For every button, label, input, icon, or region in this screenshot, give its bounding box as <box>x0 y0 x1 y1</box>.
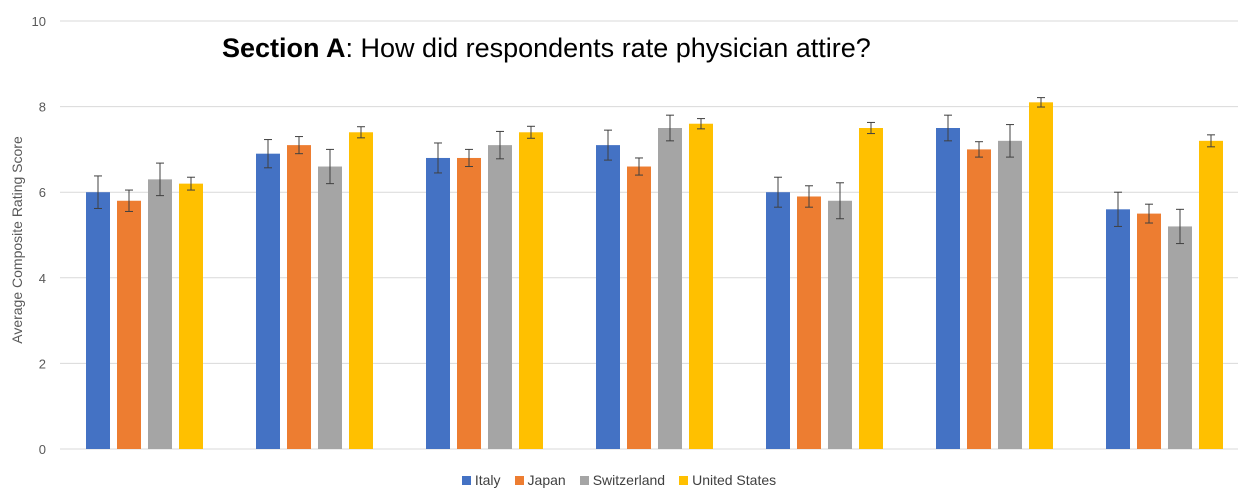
error-bar <box>156 162 164 197</box>
bar-switzerland <box>488 145 512 449</box>
legend-item-switzerland: Switzerland <box>579 472 666 488</box>
bar-italy <box>936 128 960 449</box>
error-bar <box>697 118 705 130</box>
error-bar <box>774 176 782 208</box>
bar-united-states <box>1029 102 1053 449</box>
bar-japan <box>117 200 141 449</box>
legend-item-japan: Japan <box>514 472 566 488</box>
error-bar <box>867 121 875 135</box>
legend-swatch <box>679 475 689 485</box>
y-tick-label: 0 <box>39 442 46 457</box>
bar-united-states <box>519 132 543 449</box>
bar-japan <box>1137 213 1161 449</box>
legend-item-italy: Italy <box>461 472 501 488</box>
error-bar <box>1114 191 1122 227</box>
bar-japan <box>797 196 821 449</box>
legend-label: Switzerland <box>592 472 666 488</box>
error-bar <box>975 141 983 158</box>
y-tick-label: 6 <box>39 185 46 200</box>
legend-label: Italy <box>474 472 501 488</box>
legend-swatch <box>461 475 471 485</box>
error-bar <box>295 136 303 155</box>
error-bars <box>94 97 1215 245</box>
bar-italy <box>256 153 280 449</box>
error-bar <box>836 182 844 220</box>
bar-united-states <box>349 132 373 449</box>
chart-title: Section A: How did respondents rate phys… <box>222 33 871 64</box>
bar-italy <box>86 192 110 449</box>
bar-italy <box>1106 209 1130 449</box>
error-bar <box>1145 203 1153 224</box>
error-bar <box>604 129 612 161</box>
bar-switzerland <box>828 200 852 449</box>
error-bar <box>496 130 504 160</box>
bar-japan <box>287 145 311 449</box>
error-bar <box>264 139 272 169</box>
error-bar <box>1176 208 1184 245</box>
y-tick-label: 4 <box>39 271 46 286</box>
y-tick-label: 8 <box>39 100 46 115</box>
bar-switzerland <box>1168 226 1192 449</box>
legend-label: United States <box>692 472 777 488</box>
bar-switzerland <box>998 140 1022 449</box>
bar-japan <box>627 166 651 449</box>
legend-swatch <box>514 475 524 485</box>
error-bar <box>944 114 952 142</box>
bar-united-states <box>1199 140 1223 449</box>
bar-italy <box>596 145 620 449</box>
legend-label: Japan <box>527 472 566 488</box>
bar-japan <box>967 149 991 449</box>
bar-italy <box>426 157 450 449</box>
error-bar <box>326 148 334 185</box>
bars <box>86 102 1223 450</box>
bar-united-states <box>859 128 883 449</box>
bar-italy <box>766 192 790 449</box>
error-bar <box>666 114 674 142</box>
bar-switzerland <box>318 166 342 449</box>
error-bar <box>465 148 473 168</box>
chart-title-bold: Section A <box>222 33 346 63</box>
chart-title-rest: : How did respondents rate physician att… <box>345 33 871 63</box>
error-bar <box>1207 134 1215 148</box>
error-bar <box>805 185 813 208</box>
bar-switzerland <box>658 128 682 449</box>
y-tick-labels: 0 2 4 6 8 10 <box>32 14 46 457</box>
legend: Italy Japan Switzerland United States <box>0 472 1238 488</box>
y-tick-label: 2 <box>39 356 46 371</box>
error-bar <box>527 125 535 139</box>
error-bar <box>187 176 195 191</box>
error-bar <box>1037 97 1045 108</box>
bar-united-states <box>689 123 713 449</box>
bar-switzerland <box>148 179 172 450</box>
legend-item-united-states: United States <box>679 472 776 488</box>
error-bar <box>125 189 133 212</box>
error-bar <box>434 142 442 174</box>
bar-united-states <box>179 183 203 449</box>
error-bar <box>94 175 102 209</box>
error-bar <box>635 157 643 176</box>
legend-swatch <box>579 475 589 485</box>
error-bar <box>357 126 365 139</box>
error-bar <box>1006 124 1014 158</box>
y-tick-label: 10 <box>32 14 46 29</box>
bar-japan <box>457 157 481 449</box>
